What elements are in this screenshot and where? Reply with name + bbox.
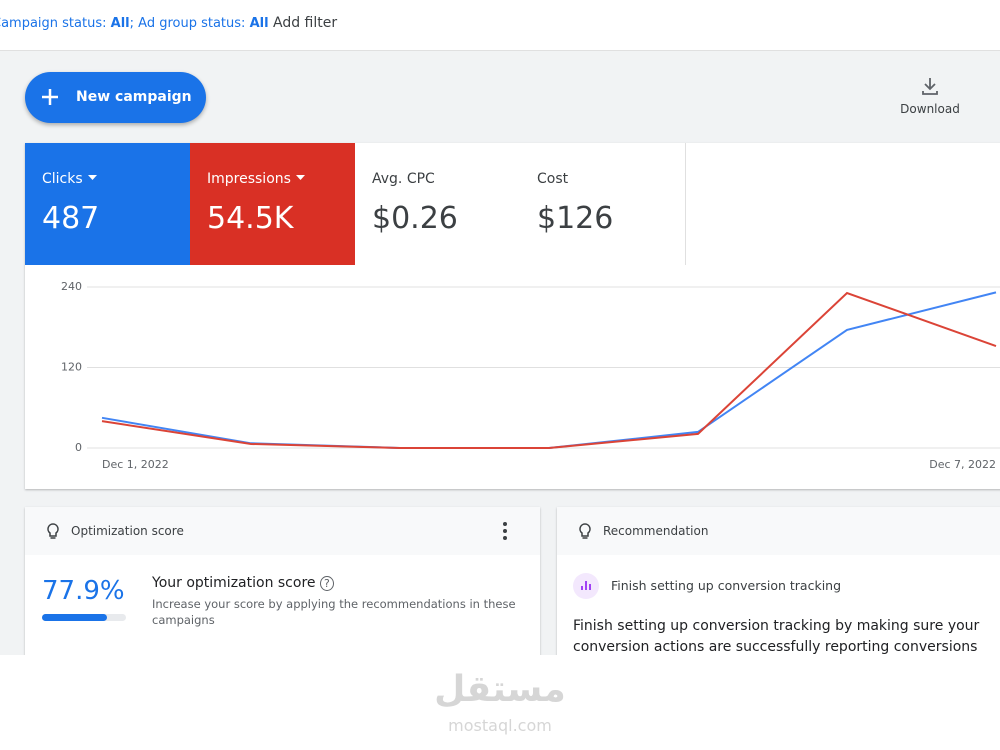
filter[interactable]: Campaign status: All; Ad group status: A… <box>0 16 269 31</box>
score-title: Your optimization score ? <box>152 575 334 591</box>
metric-tile[interactable]: Clicks 487 <box>25 143 190 265</box>
metric-label: Cost <box>537 171 568 187</box>
y-tick-label: 120 <box>61 361 82 374</box>
metric-tile[interactable]: Cost $126 <box>520 143 686 265</box>
footer: مستقل mostaql.com <box>0 655 1000 750</box>
metric-label-text: Impressions <box>207 171 291 187</box>
metric-tile[interactable]: Impressions 54.5K <box>190 143 355 265</box>
metric-label: Clicks <box>42 171 101 187</box>
filter-label: Campaign status: <box>0 16 107 31</box>
y-tick-label: 0 <box>75 441 82 454</box>
add-filter[interactable]: Add filter <box>273 15 338 31</box>
watermark-url: mostaql.com <box>448 716 552 735</box>
score: 77.9% <box>42 576 125 606</box>
metric-value: 54.5K <box>207 201 294 236</box>
metric-value: $126 <box>537 201 614 236</box>
line <box>101 291 997 449</box>
card-title: Recommendation <box>603 524 709 538</box>
chart-icon <box>573 573 599 599</box>
metric-label-text: Avg. CPC <box>372 171 435 187</box>
line <box>101 291 997 449</box>
download-label: Download <box>900 102 960 116</box>
dropdown-arrow[interactable] <box>291 173 309 183</box>
plus-icon <box>42 89 58 105</box>
new-campaign-button[interactable]: New campaign <box>25 72 206 123</box>
metric-label-text: Cost <box>537 171 569 187</box>
download-icon <box>922 78 938 95</box>
recommendation-body: Finish setting up conversion tracking by… <box>573 618 980 655</box>
dropdown-arrow[interactable] <box>83 173 101 183</box>
recommendation-item[interactable]: Finish setting up conversion tracking <box>611 578 842 593</box>
metric-value: $0.26 <box>372 201 458 236</box>
metric-label-text: Clicks <box>42 171 83 187</box>
score-track <box>42 614 126 621</box>
card-title: Optimization score <box>71 524 184 538</box>
chart: 0 120 240 Dec 1, 2022 Dec 7, 2022 <box>61 280 1000 471</box>
x-tick-label: Dec 1, 2022 <box>102 458 169 471</box>
download-button[interactable]: Download <box>890 76 970 116</box>
card-header <box>557 507 1000 555</box>
card-header <box>25 507 540 555</box>
filter-value: All <box>249 16 269 31</box>
x-tick-label: Dec 7, 2022 <box>929 458 996 471</box>
metric-label: Impressions <box>207 171 309 187</box>
help-icon[interactable]: ? <box>319 576 334 591</box>
filter-bar: Campaign status: All; Ad group status: A… <box>0 0 1000 51</box>
optimization-card: Optimization score 77.9% Your optimizati… <box>25 507 540 667</box>
score-bar <box>42 614 108 621</box>
bulb-icon <box>579 523 591 539</box>
filter-value: All <box>110 16 130 31</box>
metric-tile[interactable]: Avg. CPC $0.26 <box>355 143 521 265</box>
score-description: Increase your score by applying the reco… <box>152 597 516 627</box>
menu-icon[interactable] <box>501 521 509 541</box>
filter-label: Ad group status: <box>138 16 246 31</box>
y-tick-label: 240 <box>61 280 82 293</box>
metric-label: Avg. CPC <box>372 171 435 187</box>
bulb-icon <box>47 523 59 539</box>
metric-value: 487 <box>42 201 100 236</box>
score-title-text: Your optimization score <box>152 575 316 591</box>
watermark: مستقل <box>434 669 566 710</box>
separator: ; <box>129 16 135 31</box>
button-label: New campaign <box>76 89 192 105</box>
recommendation-card: Recommendation Finish setting up convers… <box>557 507 1000 667</box>
